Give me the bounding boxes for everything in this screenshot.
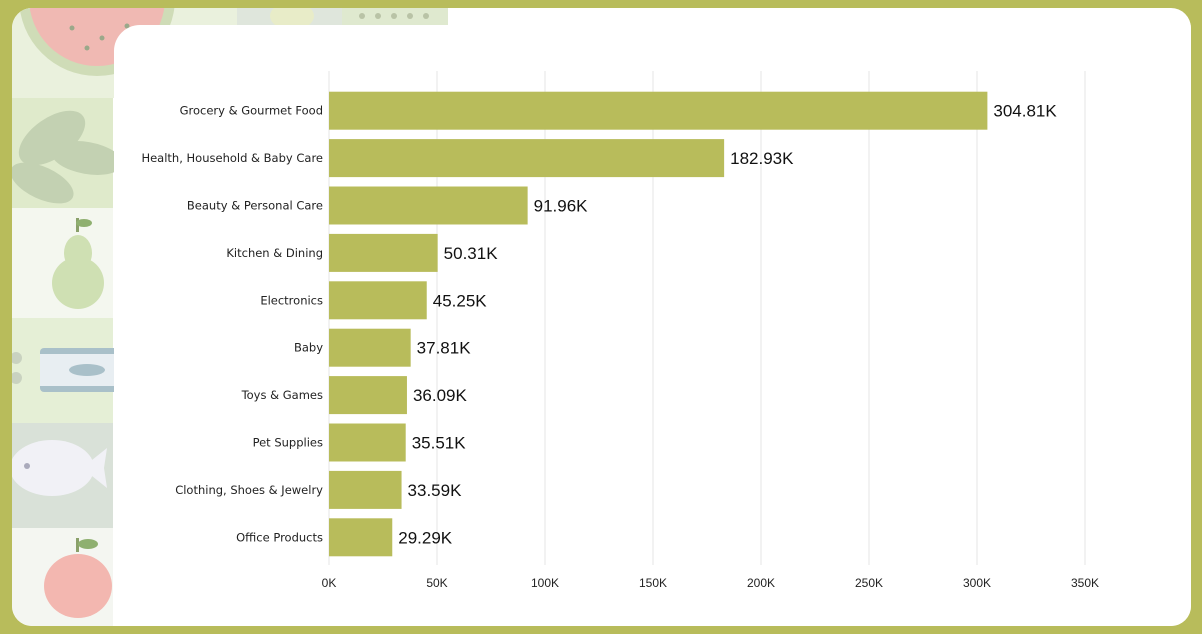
x-tick-label: 0K (322, 576, 337, 590)
x-tick-label: 350K (1071, 576, 1099, 590)
bars (329, 91, 988, 557)
bar (329, 376, 407, 415)
category-label: Beauty & Personal Care (187, 199, 323, 213)
bar (329, 423, 406, 462)
pear-icon (52, 218, 104, 309)
x-tick-label: 150K (639, 576, 667, 590)
data-label: 50.31K (444, 244, 499, 263)
x-tick-label: 50K (426, 576, 447, 590)
bar (329, 233, 438, 272)
dots-decoration (359, 13, 429, 19)
lemon-icon (270, 8, 314, 30)
leaves-icon (12, 110, 123, 204)
category-label: Clothing, Shoes & Jewelry (175, 483, 323, 497)
apple-icon (44, 538, 112, 618)
bar (329, 281, 427, 320)
data-label: 304.81K (993, 102, 1057, 121)
data-label: 37.81K (417, 339, 472, 358)
labels: 0K 50K 100K 150K 200K 250K 300K 350K Grocery & G… (141, 102, 1099, 590)
bar (329, 470, 402, 509)
data-label: 36.09K (413, 386, 468, 405)
tin-can-icon (12, 348, 120, 392)
bar (329, 91, 988, 130)
x-tick-label: 300K (963, 576, 991, 590)
category-label: Kitchen & Dining (226, 246, 323, 260)
category-label: Toys & Games (241, 388, 323, 402)
bar (329, 139, 725, 178)
x-tick-label: 200K (747, 576, 775, 590)
bar-chart: 0K 50K 100K 150K 200K 250K 300K 350K Grocery & G… (141, 71, 1099, 590)
category-label: Baby (294, 341, 323, 355)
category-label: Office Products (236, 530, 323, 544)
category-label: Grocery & Gourmet Food (180, 104, 323, 118)
data-label: 35.51K (412, 434, 467, 453)
category-label: Health, Household & Baby Care (141, 151, 323, 165)
outer-frame: 0K 50K 100K 150K 200K 250K 300K 350K Grocery & G… (12, 8, 1191, 626)
x-tick-label: 100K (531, 576, 559, 590)
data-label: 91.96K (534, 197, 589, 216)
data-label: 45.25K (433, 291, 488, 310)
bar (329, 186, 528, 225)
fish-icon (12, 440, 107, 496)
x-tick-label: 250K (855, 576, 883, 590)
category-label: Pet Supplies (253, 436, 323, 450)
bar (329, 518, 393, 557)
chart-card: 0K 50K 100K 150K 200K 250K 300K 350K Grocery & G… (114, 25, 1191, 626)
bar (329, 328, 411, 367)
data-label: 33.59K (408, 481, 463, 500)
data-label: 29.29K (398, 528, 453, 547)
category-label: Electronics (260, 293, 323, 307)
data-label: 182.93K (730, 149, 794, 168)
